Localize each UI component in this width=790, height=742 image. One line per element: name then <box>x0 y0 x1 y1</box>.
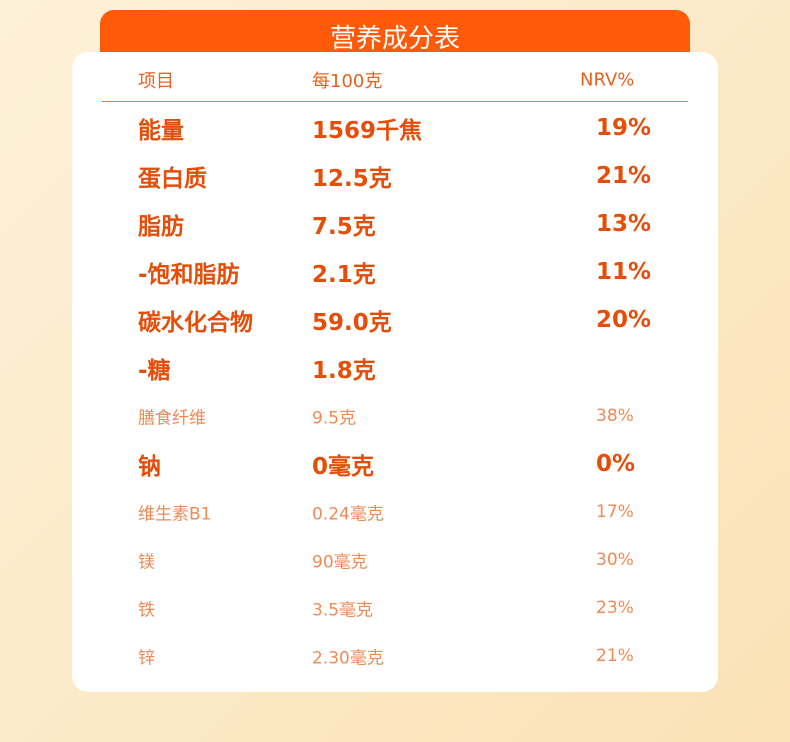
nutrient-nrv: 21% <box>596 163 652 189</box>
nutrient-name: 蛋白质 <box>138 166 207 192</box>
nutrient-name: -饱和脂肪 <box>138 262 240 288</box>
nutrient-name: 钠 <box>138 454 161 480</box>
nutrient-nrv: 20% <box>596 307 652 333</box>
nutrient-amount: 7.5克 <box>312 214 376 240</box>
column-header: NRV% <box>580 69 635 91</box>
nutrient-nrv: 17% <box>596 502 634 522</box>
nutrient-name: 能量 <box>138 118 184 144</box>
nutrient-amount: 9.5克 <box>312 408 357 429</box>
table-card: 项目 每100克 NRV% 能量 1569千焦 19% 蛋白质 12.5克 21% 脂肪 7.5克 1… <box>72 52 718 692</box>
column-header: 每100克 <box>312 71 383 92</box>
nutrient-amount: 3.5毫克 <box>312 600 374 621</box>
header-rule <box>102 101 688 102</box>
nutrient-name: 锌 <box>138 648 155 669</box>
nutrient-nrv: 0% <box>596 451 636 477</box>
nutrient-nrv: 30% <box>596 550 634 570</box>
nutrient-name: -糖 <box>138 358 171 384</box>
nutrient-name: 镁 <box>138 552 155 573</box>
nutrient-name: 维生素B1 <box>138 504 212 525</box>
nutrient-name: 碳水化合物 <box>138 310 253 336</box>
title: 营养成分表 <box>329 24 460 54</box>
nutrient-amount: 1.8克 <box>312 358 376 384</box>
nutrient-amount: 1569千焦 <box>312 118 423 144</box>
nutrient-nrv: 21% <box>596 646 634 666</box>
nutrient-nrv: 19% <box>596 115 652 141</box>
nutrient-nrv: 23% <box>596 598 634 618</box>
nutrient-amount: 12.5克 <box>312 166 392 192</box>
nutrient-amount: 0.24毫克 <box>312 504 384 525</box>
nutrient-nrv: 38% <box>596 406 634 426</box>
nutrient-amount: 90毫克 <box>312 552 368 573</box>
title-tab: 营养成分表 <box>100 10 690 60</box>
nutrient-name: 脂肪 <box>138 214 184 240</box>
nutrient-amount: 0毫克 <box>312 454 375 480</box>
nutrient-amount: 2.1克 <box>312 262 376 288</box>
nutrient-amount: 59.0克 <box>312 310 392 336</box>
nutrient-name: 膳食纤维 <box>138 408 206 429</box>
nutrient-name: 铁 <box>138 600 155 621</box>
nutrient-nrv: 11% <box>596 259 652 285</box>
nutrient-amount: 2.30毫克 <box>312 648 384 669</box>
column-header: 项目 <box>138 71 174 92</box>
nutrient-nrv: 13% <box>596 211 652 237</box>
